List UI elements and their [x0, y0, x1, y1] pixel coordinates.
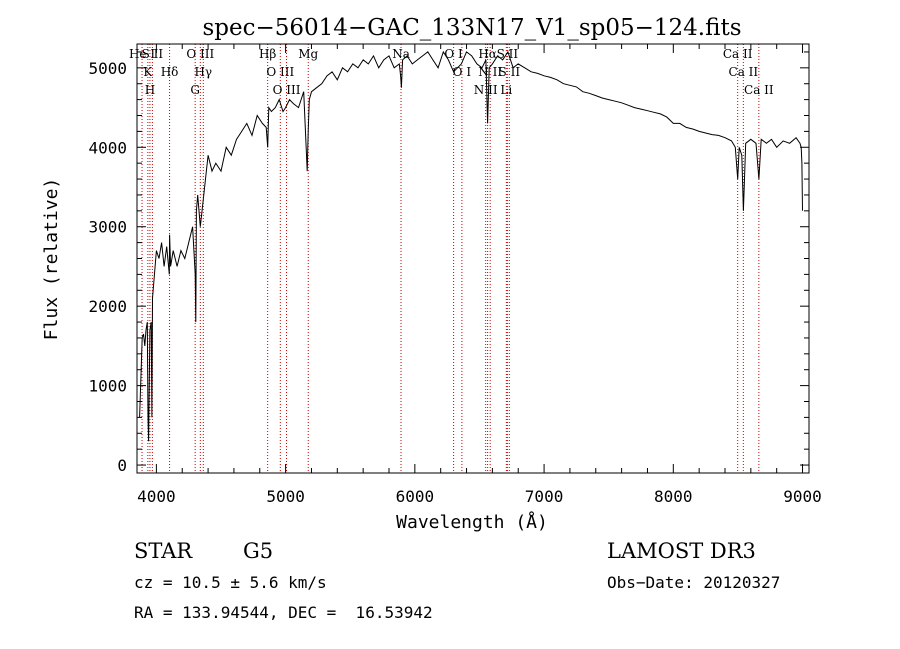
- y-tick-label: 3000: [88, 218, 127, 237]
- line-marker-label: O III: [266, 65, 294, 79]
- x-axis-label: Wavelength (Å): [396, 511, 548, 533]
- line-marker-label: Ca II: [723, 47, 753, 61]
- x-tick-label: 4000: [137, 487, 176, 506]
- x-tick-label: 7000: [525, 487, 564, 506]
- line-marker-label: Ca II: [729, 65, 759, 79]
- y-axis-label: Flux (relative): [41, 178, 62, 341]
- class-label: STAR: [134, 539, 193, 563]
- x-tick-label: 8000: [654, 487, 693, 506]
- subclass-label: G5: [243, 539, 274, 563]
- line-marker-label: H: [145, 83, 155, 97]
- y-ticks: 0 1000 2000 3000 4000 5000: [88, 51, 809, 475]
- line-marker-label: Hγ: [194, 65, 212, 79]
- x-ticks: 4000 5000 6000 7000 8000 9000: [137, 44, 822, 506]
- line-marker-label: S II: [497, 47, 519, 61]
- line-marker-label: S II: [142, 47, 164, 61]
- y-tick-label: 2000: [88, 297, 127, 316]
- x-tick-label: 6000: [396, 487, 435, 506]
- line-marker-label: S II: [499, 65, 521, 79]
- obs-date: Obs−Date: 20120327: [607, 573, 781, 592]
- line-marker-label: Hα: [478, 47, 497, 61]
- line-marker-label: N II: [478, 65, 502, 79]
- coords-line: RA = 133.94544, DEC = 16.53942: [134, 603, 433, 622]
- chart-title: spec−56014−GAC_133N17_V1_sp05−124.fits: [202, 15, 741, 41]
- line-marker-label: Mg: [298, 47, 318, 61]
- line-marker-label: Ca II: [744, 83, 774, 97]
- line-marker-label: O I: [444, 47, 463, 61]
- y-tick-label: 5000: [88, 59, 127, 78]
- line-marker-label: N II: [474, 83, 498, 97]
- line-marker-label: Hδ: [161, 65, 179, 79]
- y-tick-label: 4000: [88, 138, 127, 157]
- line-marker-label: O III: [273, 83, 301, 97]
- y-tick-label: 1000: [88, 377, 127, 396]
- plot-frame: [136, 43, 810, 474]
- x-tick-label: 5000: [266, 487, 305, 506]
- line-marker-label: Na: [392, 47, 410, 61]
- cz-line: cz = 10.5 ± 5.6 km/s: [134, 573, 327, 592]
- spectrum-chart: spec−56014−GAC_133N17_V1_sp05−124.fits H…: [41, 15, 822, 533]
- line-marker-label: K: [143, 65, 153, 79]
- spectrum-line: [139, 50, 803, 442]
- line-marker-label: Li: [500, 83, 512, 97]
- y-tick-label: 0: [117, 456, 127, 475]
- line-marker-label: G: [190, 83, 200, 97]
- marker-labels: He I KH S II Hδ G O III Hγ Hβ O III O III Mg Na O I O…: [129, 47, 774, 97]
- survey-label: LAMOST DR3: [607, 539, 756, 563]
- line-markers: [141, 44, 760, 473]
- line-marker-label: O I: [453, 65, 472, 79]
- line-marker-label: He I: [129, 47, 155, 61]
- line-marker-label: Hβ: [259, 47, 276, 61]
- x-tick-label: 9000: [783, 487, 822, 506]
- line-marker-label: O III: [186, 47, 214, 61]
